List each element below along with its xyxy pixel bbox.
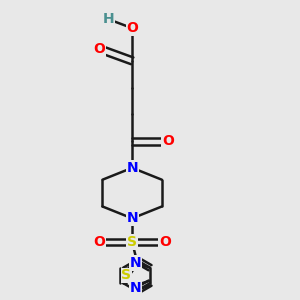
Text: H: H <box>103 12 114 26</box>
Text: O: O <box>94 235 105 249</box>
Text: S: S <box>121 268 131 282</box>
Text: O: O <box>94 42 105 56</box>
Text: O: O <box>162 134 174 148</box>
Text: O: O <box>159 235 171 249</box>
Text: N: N <box>126 161 138 175</box>
Text: N: N <box>130 281 141 295</box>
Text: N: N <box>126 212 138 225</box>
Text: O: O <box>126 21 138 35</box>
Text: S: S <box>127 235 137 249</box>
Text: N: N <box>130 256 141 270</box>
